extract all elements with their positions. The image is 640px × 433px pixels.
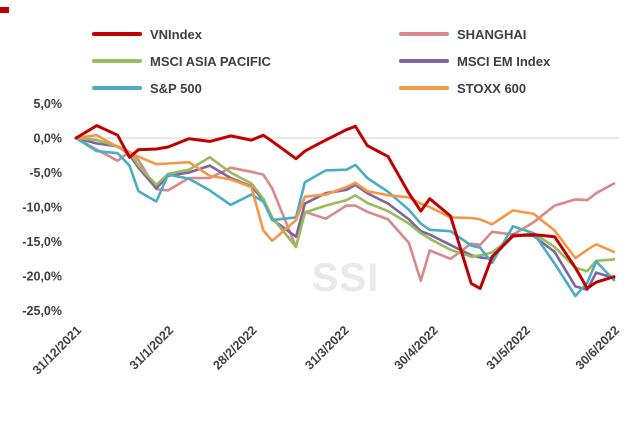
legend-label: STOXX 600 [457,80,527,96]
legend-item-s-p-500: S&P 500 [92,80,271,96]
x-axis-tick-label: 30/6/2022 [573,323,622,372]
ssi-watermark: SSI [311,256,380,300]
y-axis-tick-label: -25,0% [22,304,62,318]
series-line-shanghai [74,136,616,283]
series-line-stoxx-600 [74,133,616,260]
legend-line-swatch [399,59,449,63]
series-line-s-p-500 [74,136,616,298]
legend-label: MSCI EM Index [457,53,551,69]
legend-column-right: SHANGHAI MSCI EM Index STOXX 600 [399,26,551,96]
y-axis-tick-label: -5,0% [29,166,62,180]
legend-column-left: VNIndex MSCI ASIA PACIFIC S&P 500 [92,26,271,96]
cropped-red-artifact [0,7,9,13]
legend-line-swatch [92,32,142,36]
legend-label: SHANGHAI [457,26,527,42]
chart-legend: VNIndex MSCI ASIA PACIFIC S&P 500 SHANGHAI… [0,27,640,102]
legend-item-shanghai: SHANGHAI [399,26,550,42]
x-axis-tick-label: 28/2/2022 [210,323,259,372]
legend-label: S&P 500 [150,80,202,96]
y-axis-tick-label: -20,0% [22,270,62,284]
y-axis-tick-label: 0,0% [34,132,63,146]
y-axis-tick-label: -10,0% [22,201,62,215]
legend-item-msci-em-index: MSCI EM Index [399,53,551,69]
legend-line-swatch [92,59,142,63]
legend-line-swatch [399,32,449,36]
y-axis-tick-label: 5,0% [34,97,63,111]
x-axis-tick-label: 31/3/2022 [302,323,351,372]
x-axis-tick-label: 31/5/2022 [484,323,533,372]
legend-label: VNIndex [150,26,203,42]
legend-line-swatch [399,86,449,90]
series-line-vnindex [74,124,616,290]
legend-item-msci-asia-pacific: MSCI ASIA PACIFIC [92,53,271,69]
x-axis-tick-label: 31/1/2022 [127,323,176,372]
y-axis-tick-label: -15,0% [22,235,62,249]
legend-line-swatch [92,86,142,90]
series-line-msci-asia-pacific [74,136,616,273]
legend-label: MSCI ASIA PACIFIC [150,53,271,69]
x-axis-tick-label: 30/4/2022 [392,323,441,372]
x-axis-tick-label: 31/12/2021 [30,323,84,377]
legend-item-vnindex: VNIndex [92,26,271,42]
legend-item-stoxx-600: STOXX 600 [399,80,550,96]
